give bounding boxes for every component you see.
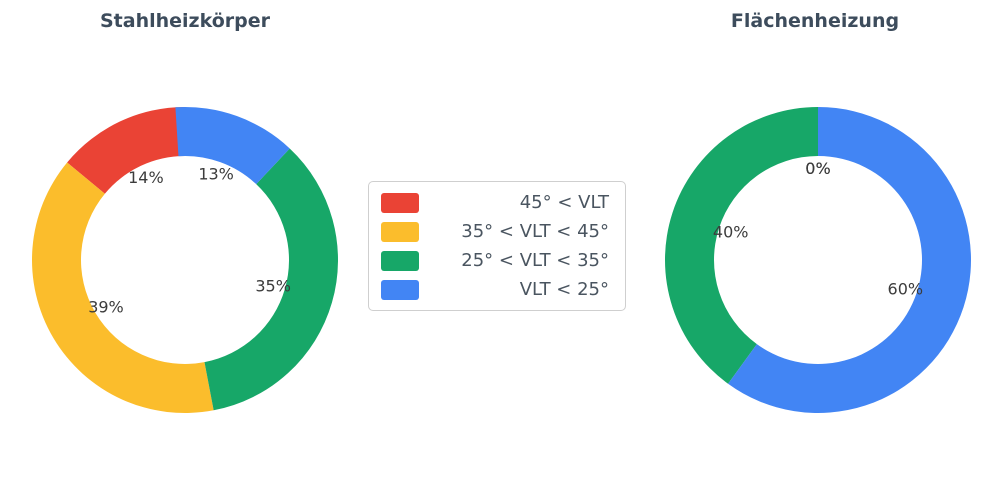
percent-label-vlt-lt-25: 13%	[198, 165, 234, 184]
legend-swatch-vlt-lt-25	[381, 279, 419, 300]
legend-swatch-vlt-gt-45	[381, 192, 419, 213]
donut-segment-vlt-25-35	[204, 148, 339, 411]
legend-swatch-vlt-25-35	[381, 250, 419, 271]
percent-label-vlt-gt-45: 0%	[805, 159, 830, 178]
legend-label: 35° < VLT < 45°	[461, 221, 609, 242]
percent-label-vlt-35-45: 0%	[805, 159, 830, 178]
donut-segment-vlt-35-45	[32, 162, 214, 413]
legend-label: 45° < VLT	[519, 192, 609, 213]
legend-item: 45° < VLT	[381, 192, 609, 213]
donut-segment-vlt-lt-25	[175, 107, 290, 185]
percent-label-vlt-25-35: 40%	[713, 223, 749, 242]
chart-title-stahlheizkoerper: Stahlheizkörper	[99, 10, 271, 32]
legend-label: VLT < 25°	[519, 279, 609, 300]
donut-stahlheizkoerper: 14% 39% 35% 13%	[32, 107, 339, 413]
donut-segment-vlt-25-35	[664, 107, 818, 384]
percent-label-vlt-25-35: 35%	[255, 277, 291, 296]
percent-label-vlt-35-45: 39%	[88, 298, 124, 317]
legend: 45° < VLT 35° < VLT < 45° 25° < VLT < 35° V…	[368, 181, 626, 311]
percent-label-vlt-lt-25: 60%	[888, 279, 924, 298]
donut-segment-vlt-lt-25	[728, 107, 971, 413]
legend-item: VLT < 25°	[381, 279, 609, 300]
legend-swatch-vlt-35-45	[381, 221, 419, 242]
percent-label-vlt-gt-45: 14%	[128, 168, 164, 187]
legend-item: 35° < VLT < 45°	[381, 221, 609, 242]
chart-title-flaechenheizung: Flächenheizung	[730, 10, 900, 32]
legend-label: 25° < VLT < 35°	[461, 250, 609, 271]
donut-segment-vlt-gt-45	[67, 107, 185, 194]
donut-flaechenheizung: 0%0%40%60%	[664, 107, 971, 413]
legend-item: 25° < VLT < 35°	[381, 250, 609, 271]
